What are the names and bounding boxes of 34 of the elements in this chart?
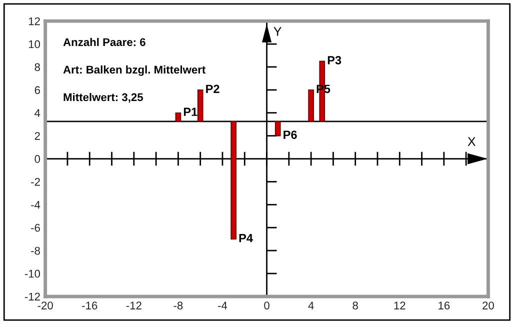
x-tick-label: 16 bbox=[438, 302, 450, 310]
annotation: P1 bbox=[184, 108, 198, 116]
y-tick-label: -2 bbox=[31, 178, 40, 186]
annotation: Art: Balken bzgl. Mittelwert bbox=[63, 65, 206, 76]
y-tick-label: -6 bbox=[31, 224, 40, 232]
x-tick-label: -20 bbox=[38, 302, 53, 310]
x-tick-label: -12 bbox=[126, 302, 142, 310]
x-tick-label: -8 bbox=[174, 302, 183, 310]
annotation: P4 bbox=[239, 234, 253, 242]
x-tick-label: 8 bbox=[352, 302, 358, 310]
y-tick-label: 0 bbox=[34, 155, 40, 163]
y-tick-label: -8 bbox=[31, 246, 40, 255]
annotation: Mittelwert: 3,25 bbox=[64, 92, 143, 103]
y-tick-label: 8 bbox=[34, 63, 40, 72]
x-tick-label: 12 bbox=[394, 302, 406, 310]
annotation: Anzahl Paare: 6 bbox=[63, 38, 146, 46]
x-axis-title: X bbox=[468, 137, 476, 146]
y-tick-label: -10 bbox=[24, 270, 40, 278]
annotation: P3 bbox=[328, 56, 342, 64]
y-tick-label: -12 bbox=[24, 292, 40, 300]
y-tick-label: 12 bbox=[28, 17, 40, 26]
x-tick-label: 20 bbox=[482, 302, 494, 310]
y-tick-label: 2 bbox=[34, 132, 40, 140]
annotation: P6 bbox=[284, 130, 297, 139]
x-tick-label: 4 bbox=[308, 302, 314, 310]
x-tick-label: -4 bbox=[218, 302, 228, 310]
y-tick-label: 4 bbox=[34, 109, 40, 117]
y-tick-label: 10 bbox=[28, 40, 40, 48]
x-tick-label: 0 bbox=[264, 302, 270, 310]
x-tick-label: -16 bbox=[82, 302, 98, 310]
y-tick-label: -4 bbox=[31, 201, 40, 209]
y-tick-label: 6 bbox=[34, 86, 40, 94]
y-axis-title: Y bbox=[274, 27, 282, 36]
annotation: P2 bbox=[206, 84, 220, 93]
